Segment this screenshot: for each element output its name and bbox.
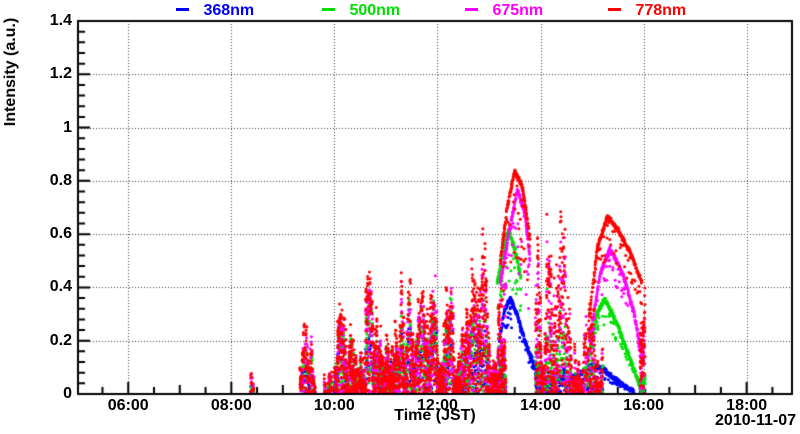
y-tick-label: 1 (63, 118, 72, 136)
y-tick-label: 0.4 (49, 278, 72, 296)
legend-label: 500nm (349, 2, 401, 19)
x-tick-label: 14:00 (520, 397, 561, 414)
legend-label: 778nm (635, 2, 687, 19)
legend-entry-368nm: 368nm (176, 2, 254, 20)
y-tick-label: 0.6 (49, 225, 72, 243)
legend-dash-icon (608, 8, 621, 11)
x-tick-label: 16:00 (623, 397, 665, 414)
x-tick-label: 10:00 (313, 397, 355, 414)
y-tick-label: 1.4 (49, 12, 72, 29)
x-tick-label: 08:00 (210, 397, 252, 414)
legend-label: 675nm (492, 2, 544, 19)
y-tick-label: 0 (63, 385, 72, 402)
legend-entry-778nm: 778nm (608, 2, 686, 20)
x-axis-title: Time (JST) (394, 407, 476, 424)
legend-label: 368nm (203, 2, 255, 19)
y-tick-label: 0.2 (49, 331, 72, 349)
x-tick-label: 12:00 (416, 397, 458, 414)
legend-dash-icon (176, 8, 189, 11)
y-tick-label: 1.2 (49, 65, 72, 83)
legend: 368nm 500nm 675nm 778nm (0, 0, 800, 20)
y-tick-label: 0.8 (49, 171, 72, 189)
legend-dash-icon (322, 8, 335, 11)
x-tick-label: 06:00 (107, 397, 149, 414)
date-label: 2010-11-07 (715, 412, 796, 429)
legend-dash-icon (465, 8, 478, 11)
x-tick-label: 18:00 (726, 397, 768, 414)
legend-entry-500nm: 500nm (322, 2, 400, 20)
legend-entry-675nm: 675nm (465, 2, 543, 20)
